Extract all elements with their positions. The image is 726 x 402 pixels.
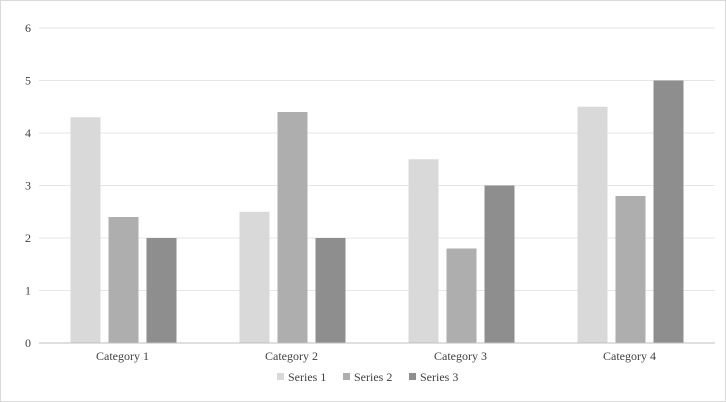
bars (70, 80, 684, 343)
y-tick-label: 2 (25, 231, 31, 245)
x-tick-label: Category 1 (96, 349, 149, 363)
y-tick-label: 1 (25, 284, 31, 298)
y-tick-label: 5 (25, 74, 31, 88)
y-axis-ticks: 0 1 2 3 4 5 6 (25, 21, 31, 350)
y-tick-label: 4 (25, 126, 31, 140)
x-tick-label: Category 2 (265, 349, 318, 363)
y-tick-label: 3 (25, 179, 31, 193)
legend-swatch (343, 373, 350, 380)
legend: Series 1 Series 2 Series 3 (277, 370, 458, 384)
bar (577, 106, 608, 343)
legend-label: Series 3 (420, 370, 458, 384)
gridlines (39, 27, 715, 291)
bar (146, 238, 177, 343)
bar (446, 248, 477, 343)
legend-swatch (277, 373, 284, 380)
x-tick-label: Category 3 (434, 349, 487, 363)
bar (70, 117, 101, 343)
bar (277, 112, 308, 343)
x-axis: Category 1 Category 2 Category 3 Category 4 (39, 342, 715, 363)
bar (484, 185, 515, 343)
legend-label: Series 1 (288, 370, 326, 384)
bar (653, 80, 684, 343)
x-tick-label: Category 4 (603, 349, 656, 363)
legend-swatch (409, 373, 416, 380)
legend-label: Series 2 (354, 370, 392, 384)
bar (408, 159, 439, 343)
bar (239, 211, 270, 343)
y-tick-label: 0 (25, 336, 31, 350)
bar (108, 217, 139, 343)
bar (315, 238, 346, 343)
y-tick-label: 6 (25, 21, 31, 35)
bar (615, 196, 646, 343)
